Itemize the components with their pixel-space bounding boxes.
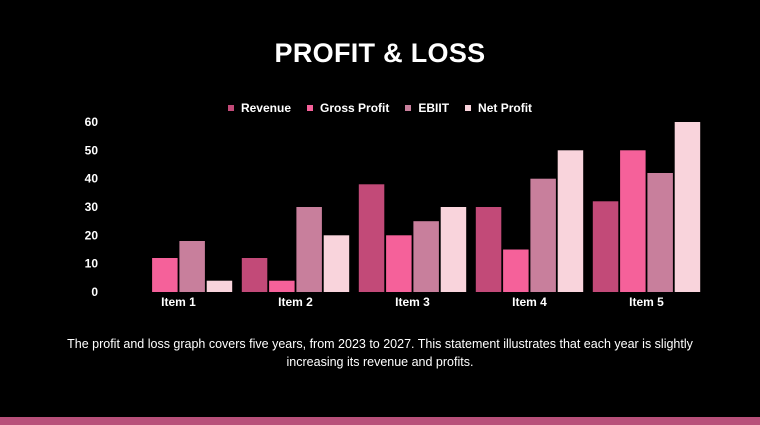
x-axis: Item 1 Item 2 Item 3 Item 4 Item 5 <box>161 295 664 309</box>
bar-net-profit-2 <box>323 235 350 292</box>
y-tick-label: 20 <box>85 228 99 242</box>
x-tick-label: Item 4 <box>512 295 547 309</box>
legend-label: Revenue <box>240 101 291 115</box>
bar-ebiit-1 <box>179 241 205 292</box>
legend-item-3: Net Profit <box>465 101 532 115</box>
legend-swatch <box>307 105 313 111</box>
legend-item-2: EBIIT <box>405 101 449 115</box>
legend-swatch <box>227 105 234 111</box>
legend-swatch <box>405 105 412 111</box>
y-tick-label: 40 <box>85 172 99 186</box>
bar-revenue-5 <box>592 201 619 292</box>
bar-ebiit-2 <box>296 207 322 292</box>
bars <box>152 122 701 292</box>
slide-caption: The profit and loss graph covers five ye… <box>67 337 693 369</box>
x-tick-label: Item 5 <box>629 295 664 309</box>
bottom-accent-bar <box>0 417 760 425</box>
y-tick-label: 10 <box>85 257 99 271</box>
x-tick-label: Item 3 <box>395 295 430 309</box>
y-axis: 0 10 20 30 40 50 60 <box>85 115 99 299</box>
bar-net-profit-1 <box>206 280 233 292</box>
bar-net-profit-5 <box>674 122 701 292</box>
bar-ebiit-5 <box>647 173 673 292</box>
bar-net-profit-4 <box>557 150 584 292</box>
legend-item-0: Revenue <box>227 101 291 115</box>
chart-legend: Revenue Gross Profit EBIIT Net Profit <box>0 101 760 115</box>
y-tick-label: 50 <box>85 143 99 157</box>
y-tick-label: 0 <box>91 285 98 299</box>
bar-net-profit-3 <box>440 207 467 292</box>
y-tick-label: 60 <box>85 115 99 129</box>
bar-revenue-3 <box>358 184 385 292</box>
legend-label: Gross Profit <box>320 101 390 115</box>
y-tick-label: 30 <box>85 200 99 214</box>
slide-title: PROFIT & LOSS <box>274 38 486 68</box>
bar-revenue-4 <box>475 207 502 292</box>
bar-ebiit-4 <box>530 178 556 292</box>
legend-label: Net Profit <box>478 101 533 115</box>
bar-revenue-2 <box>241 258 268 292</box>
bar-gross-profit-5 <box>620 150 646 292</box>
bar-gross-profit-4 <box>503 249 529 292</box>
bar-gross-profit-1 <box>152 258 178 292</box>
bar-ebiit-3 <box>413 221 439 292</box>
legend-item-1: Gross Profit <box>307 101 389 115</box>
x-tick-label: Item 1 <box>161 295 196 309</box>
bar-gross-profit-3 <box>386 235 412 292</box>
legend-swatch <box>465 105 472 111</box>
legend-label: EBIIT <box>418 101 450 115</box>
bar-gross-profit-2 <box>269 280 295 292</box>
x-tick-label: Item 2 <box>278 295 313 309</box>
